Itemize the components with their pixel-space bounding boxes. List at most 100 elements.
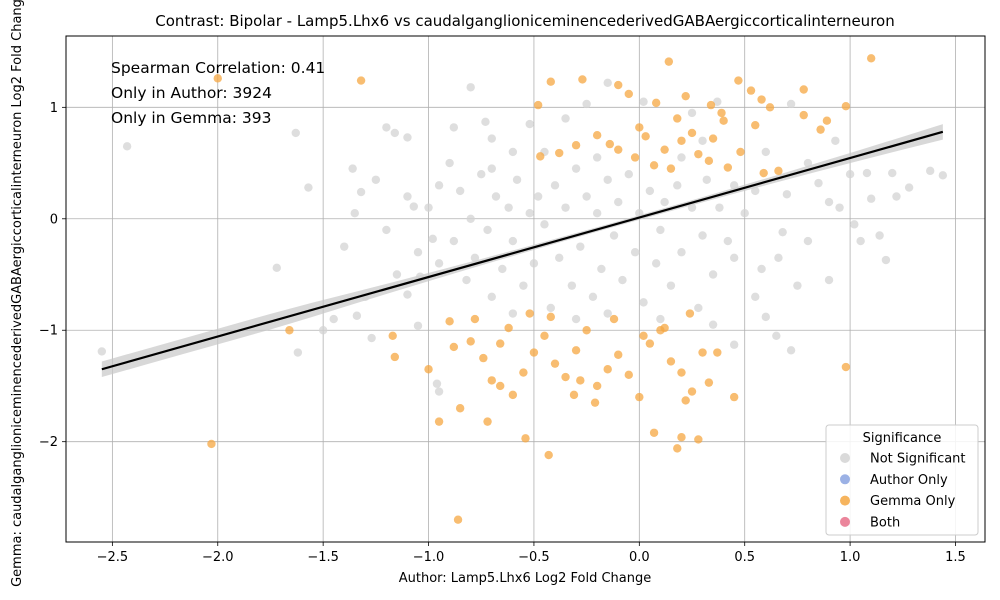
x-axis-label: Author: Lamp5.Lhx6 Log2 Fold Change	[399, 571, 652, 586]
gemma-only-point	[799, 110, 808, 120]
not-significant-point	[782, 190, 792, 199]
not-significant-point	[635, 209, 644, 218]
gemma-only-point	[388, 331, 397, 341]
not-significant-point	[340, 242, 349, 251]
gemma-only-point	[816, 125, 825, 134]
not-significant-point	[529, 259, 539, 268]
not-significant-point	[597, 264, 606, 274]
not-significant-point	[824, 197, 834, 207]
not-significant-point	[462, 275, 471, 285]
gemma-only-point	[660, 145, 669, 154]
not-significant-point	[845, 170, 855, 179]
gemma-only-point	[664, 57, 674, 66]
not-significant-point	[666, 281, 676, 290]
gemma-only-point	[841, 102, 851, 111]
not-significant-point	[291, 128, 300, 138]
y-axis-ticks: −2 −1 0 1	[39, 101, 66, 450]
y-tick-label: −2	[39, 435, 58, 450]
not-significant-point	[751, 292, 760, 302]
gemma-only-point	[508, 390, 518, 400]
gemma-only-point	[521, 434, 530, 443]
not-significant-point	[487, 134, 496, 143]
gemma-only-point	[736, 147, 745, 157]
only-gemma-annotation: Only in Gemma: 393	[111, 109, 271, 127]
gemma-only-point	[571, 141, 581, 150]
gemma-only-point	[496, 381, 505, 391]
not-significant-point	[382, 123, 391, 132]
y-tick-label: −1	[39, 324, 58, 339]
gemma-only-point	[635, 123, 644, 132]
gemma-only-point	[746, 86, 756, 95]
not-significant-point	[390, 128, 400, 138]
not-significant-point	[630, 248, 640, 257]
gemma-only-point	[660, 323, 669, 333]
x-tick-label: 1.5	[945, 550, 966, 565]
not-significant-point	[434, 387, 444, 396]
not-significant-point	[786, 346, 796, 355]
gemma-only-point	[614, 145, 623, 154]
not-significant-point	[713, 97, 722, 106]
gemma-only-point	[466, 337, 475, 346]
not-significant-point	[778, 227, 787, 237]
not-significant-point	[477, 170, 486, 179]
not-significant-point	[656, 314, 665, 324]
gemma-only-point	[687, 128, 697, 138]
gemma-only-point	[666, 164, 676, 173]
not-significant-point	[540, 220, 549, 229]
gemma-only-point	[704, 156, 714, 166]
not-significant-point	[614, 197, 623, 207]
x-tick-label: −2.0	[202, 550, 234, 565]
gemma-only-point	[774, 166, 783, 176]
gemma-only-point	[533, 100, 543, 110]
legend-label: Not Significant	[870, 452, 966, 467]
not-significant-point	[729, 253, 739, 262]
not-significant-point	[592, 153, 602, 162]
not-significant-point	[814, 178, 823, 188]
chart-title: Contrast: Bipolar - Lamp5.Lhx6 vs caudal…	[155, 12, 894, 30]
not-significant-point	[740, 209, 749, 218]
not-significant-point	[304, 183, 313, 192]
gemma-only-point	[677, 136, 686, 145]
y-axis-label: Gemma: caudalganglioniceminencederivedGA…	[10, 0, 25, 587]
legend-marker	[840, 516, 850, 527]
gemma-only-point	[729, 392, 739, 402]
legend-marker	[840, 474, 850, 485]
not-significant-point	[609, 231, 619, 240]
x-tick-label: −1.5	[307, 550, 339, 565]
not-significant-point	[318, 326, 328, 335]
not-significant-point	[892, 192, 901, 201]
not-significant-point	[702, 175, 711, 184]
gemma-only-point	[455, 404, 465, 413]
gemma-only-point	[639, 331, 648, 341]
gemma-only-point	[713, 348, 722, 357]
not-significant-point	[348, 164, 357, 173]
not-significant-point	[434, 181, 444, 190]
not-significant-point	[367, 333, 376, 343]
gemma-only-point	[645, 339, 655, 348]
not-significant-point	[498, 264, 507, 274]
not-significant-point	[708, 270, 718, 279]
gemma-only-point	[525, 309, 534, 318]
gemma-only-point	[470, 314, 480, 324]
not-significant-point	[504, 203, 513, 212]
gemma-only-point	[681, 91, 690, 101]
not-significant-point	[533, 192, 543, 201]
not-significant-point	[603, 309, 612, 318]
not-significant-point	[656, 225, 665, 235]
legend-entries: Not Significant Author Only Gemma Only Both	[840, 452, 966, 530]
gemma-only-point	[757, 95, 766, 104]
spearman-annotation: Spearman Correlation: 0.41	[111, 59, 325, 77]
not-significant-point	[677, 248, 686, 257]
gemma-only-point	[614, 350, 623, 359]
not-significant-point	[786, 99, 796, 109]
gemma-only-point	[390, 352, 400, 362]
gemma-only-point	[550, 359, 560, 368]
gemma-only-point	[546, 77, 555, 86]
gemma-only-point	[630, 153, 640, 162]
not-significant-point	[793, 281, 802, 290]
not-significant-point	[525, 209, 534, 218]
gemma-only-point	[504, 323, 513, 333]
not-significant-point	[723, 236, 733, 246]
not-significant-point	[409, 202, 418, 211]
not-significant-point	[466, 83, 475, 92]
